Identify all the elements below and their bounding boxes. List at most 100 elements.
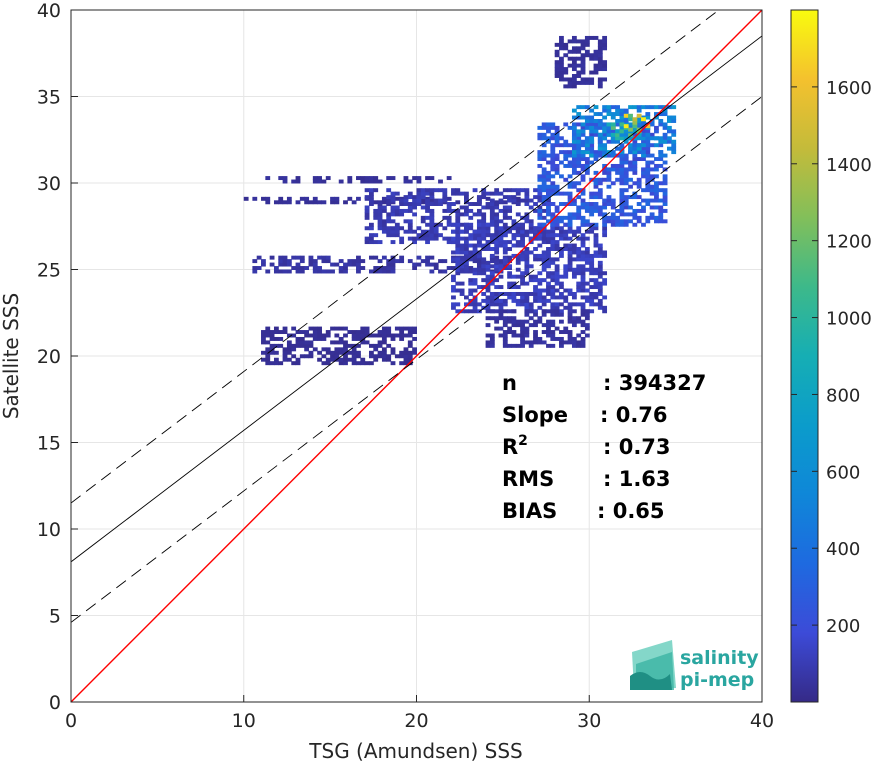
density-cell bbox=[593, 291, 599, 296]
density-cell bbox=[455, 247, 461, 251]
density-cell bbox=[399, 361, 405, 366]
density-cell bbox=[606, 108, 612, 113]
density-cell bbox=[533, 195, 538, 200]
density-cell bbox=[494, 212, 500, 217]
density-cell bbox=[580, 264, 586, 269]
density-cell bbox=[606, 125, 612, 130]
y-tick-label: 20 bbox=[37, 346, 61, 368]
density-cell bbox=[597, 122, 603, 127]
density-cell bbox=[425, 262, 430, 267]
density-cell bbox=[325, 357, 331, 362]
density-cell bbox=[511, 295, 517, 300]
density-cell bbox=[593, 157, 599, 162]
density-cell bbox=[576, 80, 582, 85]
density-cell bbox=[559, 285, 564, 290]
density-cell bbox=[312, 330, 318, 335]
density-cell bbox=[576, 181, 582, 186]
density-cell bbox=[576, 188, 582, 193]
density-cell bbox=[334, 262, 340, 267]
density-cell bbox=[567, 319, 573, 324]
density-cell bbox=[528, 229, 534, 234]
density-cell bbox=[554, 233, 560, 238]
density-cell bbox=[381, 205, 387, 210]
density-cell bbox=[476, 222, 482, 227]
density-cell bbox=[559, 226, 564, 231]
density-cell bbox=[476, 233, 482, 238]
density-cell bbox=[602, 39, 608, 44]
density-cell bbox=[438, 198, 443, 203]
density-cell bbox=[559, 63, 564, 68]
density-cell bbox=[537, 340, 543, 345]
density-cell bbox=[567, 215, 573, 220]
density-cell bbox=[641, 139, 646, 144]
density-cell bbox=[455, 212, 461, 217]
stat-value: : 0.76 bbox=[600, 403, 668, 427]
density-cell bbox=[576, 105, 582, 110]
density-cell bbox=[308, 200, 314, 205]
density-cell bbox=[610, 212, 616, 217]
density-cell bbox=[645, 136, 651, 141]
density-cell bbox=[636, 118, 642, 123]
density-cell bbox=[429, 269, 435, 274]
density-cell bbox=[550, 295, 556, 300]
density-cell bbox=[623, 177, 629, 182]
density-cell bbox=[606, 105, 612, 110]
density-cell bbox=[571, 46, 577, 51]
density-cell bbox=[394, 229, 400, 234]
density-cell bbox=[364, 188, 370, 193]
density-cell bbox=[593, 56, 599, 61]
density-cell bbox=[636, 219, 642, 224]
stat-value: : 394327 bbox=[603, 371, 706, 395]
density-cell bbox=[623, 129, 629, 134]
density-cell bbox=[325, 333, 331, 338]
density-cell bbox=[580, 205, 586, 210]
density-cell bbox=[619, 222, 625, 227]
density-cell bbox=[550, 163, 556, 168]
density-cell bbox=[381, 229, 387, 234]
x-axis-ticks: 0 10 20 30 40 bbox=[65, 695, 774, 732]
density-cell bbox=[580, 274, 586, 279]
density-cell bbox=[394, 354, 400, 359]
density-cell bbox=[662, 122, 668, 127]
density-cell bbox=[619, 191, 625, 196]
density-cell bbox=[485, 295, 491, 300]
density-cell bbox=[554, 271, 560, 276]
density-cell bbox=[559, 295, 564, 300]
density-cell bbox=[485, 260, 491, 265]
density-cell bbox=[597, 49, 603, 54]
density-cell bbox=[597, 153, 603, 158]
density-cell bbox=[515, 240, 521, 245]
density-cell bbox=[554, 129, 560, 134]
density-cell bbox=[619, 208, 625, 213]
density-cell bbox=[554, 288, 560, 293]
density-cell bbox=[662, 202, 668, 206]
density-cell bbox=[550, 146, 556, 151]
density-cell bbox=[602, 219, 608, 224]
density-cell bbox=[455, 250, 461, 255]
density-cell bbox=[286, 259, 292, 264]
density-cell bbox=[520, 226, 525, 231]
density-cell bbox=[524, 302, 530, 307]
density-cell bbox=[533, 188, 538, 193]
density-cell bbox=[619, 150, 625, 155]
density-cell bbox=[546, 174, 551, 179]
density-cell bbox=[446, 219, 452, 224]
density-cell bbox=[528, 309, 534, 314]
density-cell bbox=[537, 278, 543, 283]
density-cell bbox=[494, 243, 500, 248]
density-cell bbox=[489, 202, 495, 206]
density-cell bbox=[550, 222, 556, 227]
density-cell bbox=[524, 247, 530, 251]
density-cell bbox=[632, 167, 638, 172]
density-cell bbox=[494, 202, 500, 206]
density-cell bbox=[602, 42, 608, 47]
density-cell bbox=[472, 253, 478, 258]
density-cell bbox=[502, 222, 508, 227]
density-cell bbox=[550, 215, 556, 220]
density-cell bbox=[511, 219, 517, 224]
density-cell bbox=[416, 195, 422, 200]
density-cell bbox=[584, 295, 590, 300]
density-cell bbox=[589, 129, 595, 134]
density-cell bbox=[511, 319, 517, 324]
density-cell bbox=[261, 357, 266, 362]
